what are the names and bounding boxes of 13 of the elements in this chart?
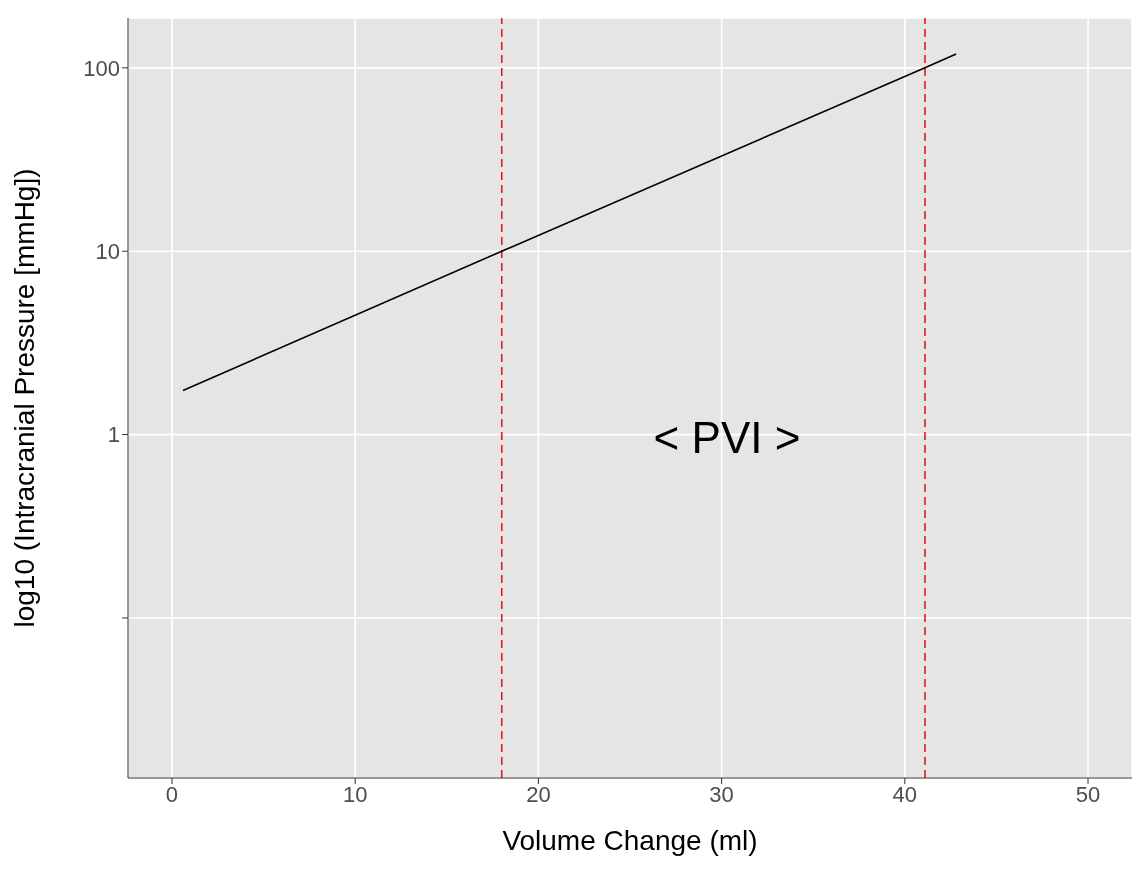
y-tick-label: 10 bbox=[95, 239, 120, 265]
annotation: < PVI > bbox=[653, 413, 801, 463]
line-series bbox=[182, 53, 957, 392]
y-axis-title: log10 (Intracranial Pressure [mmHg]) bbox=[8, 168, 40, 628]
x-tick-label: 0 bbox=[165, 781, 179, 807]
x-axis-title: Volume Change (ml) bbox=[502, 825, 758, 856]
y-tick-label: 1 bbox=[107, 422, 120, 448]
x-tick-label: 30 bbox=[709, 781, 734, 807]
x-tick-label: 20 bbox=[526, 781, 551, 807]
x-tick-label: 50 bbox=[1075, 781, 1101, 807]
x-tick-label: 10 bbox=[342, 781, 368, 807]
x-tick-label: 40 bbox=[892, 781, 918, 807]
y-tick-label: 100 bbox=[83, 55, 120, 81]
